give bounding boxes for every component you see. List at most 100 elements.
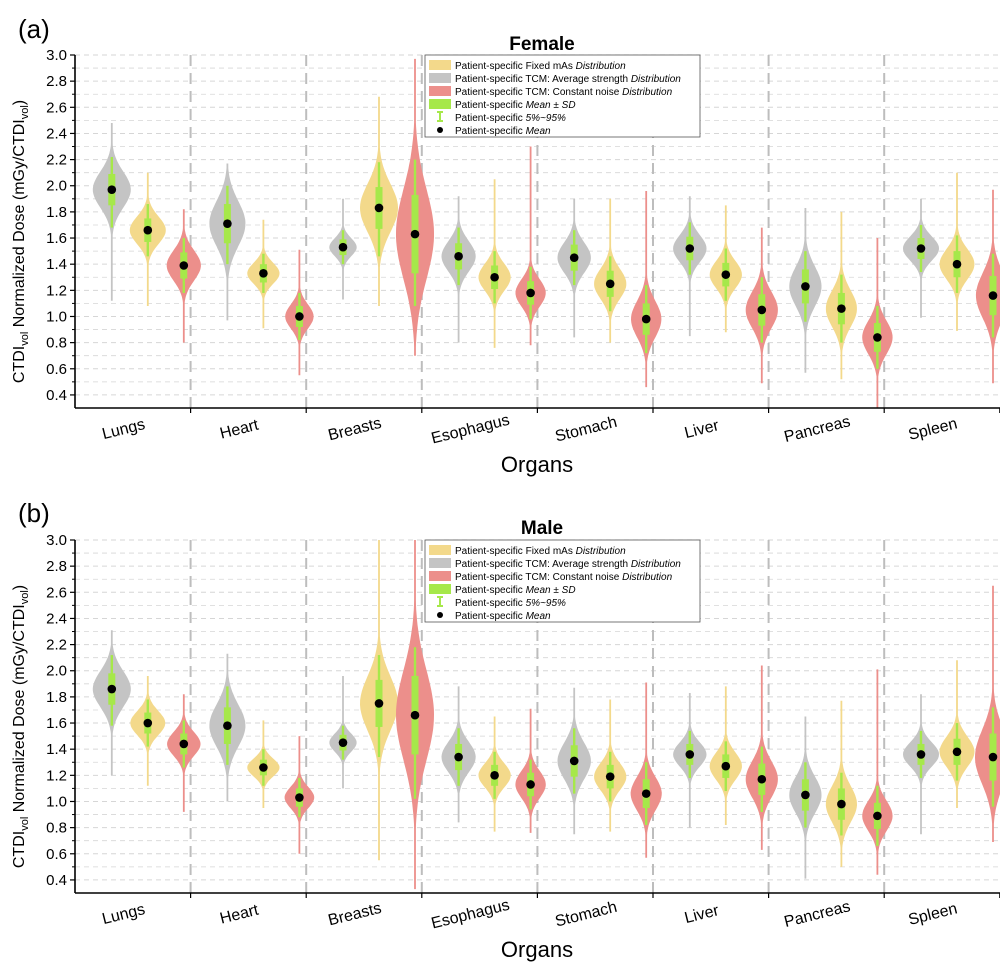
y-tick-label: 2.2 [46, 637, 67, 654]
x-tick-label: Liver [683, 902, 721, 927]
mean-dot [107, 185, 117, 194]
violin-tcm_const [975, 585, 1000, 842]
legend-label: Patient-specific Mean ± SD [455, 585, 576, 596]
legend-label-italic: Mean [526, 611, 551, 622]
legend-label-plain: Patient-specific [455, 100, 526, 111]
x-tick-label: Liver [683, 417, 721, 442]
mean-dot [757, 305, 767, 315]
y-tick-label: 2.4 [46, 610, 67, 627]
legend-label-plain: Patient-specific [455, 585, 526, 596]
y-axis-title-part: Normalized Dose (mGy/CTDI [11, 119, 28, 331]
violin-tcm_const [515, 146, 546, 346]
mean-dot [569, 253, 579, 262]
legend-label-plain: Patient-specific Fixed mAs [455, 546, 576, 557]
mean-dot [223, 219, 232, 228]
x-tick-label: Stomach [553, 899, 618, 931]
y-axis-title-part: CTDI [11, 831, 28, 868]
panel-label: (b) [18, 498, 50, 528]
y-axis-title-part: ) [11, 100, 28, 105]
mean-dot [952, 747, 962, 757]
mean-dot [988, 291, 998, 300]
organ-group-stomach [557, 682, 662, 858]
mean-dot [526, 780, 535, 789]
mean-dot [259, 269, 268, 278]
y-tick-label: 0.4 [46, 387, 67, 404]
legend-label-plain: Patient-specific TCM: Average strength [455, 559, 631, 570]
mean-dot [952, 259, 962, 269]
mean-dot [641, 789, 651, 798]
mean-dot [374, 699, 384, 708]
legend-swatch [429, 558, 451, 568]
mean-dot [179, 739, 189, 749]
mean-dot [295, 793, 304, 802]
y-tick-label: 3.0 [46, 47, 67, 64]
legend-box [424, 539, 701, 623]
y-tick-label: 1.0 [46, 308, 67, 325]
legend-box [424, 54, 701, 138]
mean-dot [569, 756, 579, 766]
organ-group-spleen [903, 172, 1000, 384]
y-tick-label: 1.4 [46, 256, 67, 273]
mean-dot [490, 771, 499, 780]
legend-label: Patient-specific TCM: Average strength D… [455, 74, 681, 85]
y-tick-label: 2.8 [46, 73, 67, 90]
chart-title: Male [521, 518, 563, 539]
mean-dot [916, 750, 926, 759]
mean-dot [605, 772, 615, 781]
y-tick-label: 2.0 [46, 663, 67, 680]
mean-dot [685, 244, 695, 253]
mean-dot [338, 738, 348, 747]
legend-label-italic: Distribution [622, 572, 672, 583]
legend: Patient-specific Fixed mAs Distribution P… [424, 54, 701, 138]
y-axis-title-part: Normalized Dose (mGy/CTDI [11, 604, 28, 816]
mean-dot [988, 752, 998, 762]
x-tick-label: Spleen [907, 900, 959, 929]
legend-label: Patient-specific TCM: Average strength D… [455, 559, 681, 570]
organ-group-heart [209, 163, 314, 376]
legend-label-plain: Patient-specific [455, 611, 526, 622]
y-axis-title-part: vol [19, 590, 31, 604]
organ-group-breasts [329, 58, 434, 356]
y-tick-label: 1.6 [46, 230, 67, 247]
panel-male: (b) 0.4 0.6 0.8 1.0 1.2 1.4 1.6 1.8 2.0 2.2 2.4 2.6 2… [11, 498, 1000, 962]
mean-dot [837, 799, 846, 809]
legend-label: Patient-specific Fixed mAs Distribution [455, 61, 626, 72]
mean-dot [641, 314, 651, 324]
mean-dot [721, 270, 731, 279]
mean-dot [605, 279, 615, 289]
mean-dot [837, 304, 846, 313]
y-axis-title-part: ) [11, 585, 28, 590]
y-tick-label: 1.8 [46, 204, 67, 221]
y-tick-label: 1.2 [46, 282, 67, 299]
legend-label-italic: Mean ± SD [526, 100, 576, 111]
organ-group-pancreas [789, 669, 893, 879]
panel-label: (a) [18, 14, 50, 44]
mean-dot [410, 229, 420, 239]
legend-label: Patient-specific 5%~95% [455, 113, 566, 124]
legend-swatch [429, 86, 451, 96]
mean-dot [454, 252, 463, 261]
y-tick-label: 2.8 [46, 558, 67, 575]
mean-dot [259, 763, 268, 772]
legend-swatch [429, 60, 451, 70]
y-tick-label: 2.4 [46, 125, 67, 142]
legend-label: Patient-specific Mean [455, 126, 551, 137]
legend-dot-icon [437, 127, 443, 133]
mean-dot [526, 288, 535, 298]
x-tick-label: Breasts [327, 900, 384, 930]
x-axis-title: Organs [501, 937, 573, 962]
legend-swatch [429, 571, 451, 581]
y-tick-label: 3.0 [46, 532, 67, 549]
legend-swatch [429, 584, 451, 594]
legend-swatch [429, 545, 451, 555]
mean-dot [916, 244, 926, 253]
legend-swatch [429, 99, 451, 109]
organ-group-stomach [557, 191, 662, 388]
legend-label-italic: Distribution [622, 87, 672, 98]
chart-title: Female [509, 34, 574, 55]
y-tick-label: 1.0 [46, 793, 67, 810]
legend-label-plain: Patient-specific [455, 126, 526, 137]
mean-dot [223, 721, 232, 730]
legend: Patient-specific Fixed mAs Distribution P… [424, 539, 701, 623]
legend-label: Patient-specific 5%~95% [455, 598, 566, 609]
